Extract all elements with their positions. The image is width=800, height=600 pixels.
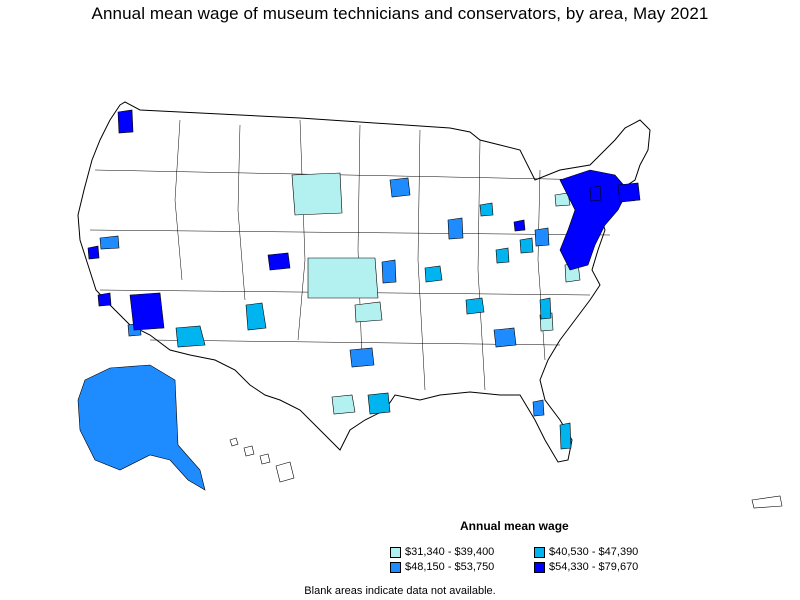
area-indiana	[495, 247, 510, 264]
map-title: Annual mean wage of museum technicians a…	[91, 4, 709, 23]
area-northeast-corridor	[559, 169, 629, 271]
puerto-rico	[751, 495, 783, 509]
area-north-dakota	[291, 172, 343, 216]
area-illinois	[447, 217, 464, 240]
area-kansas	[307, 257, 379, 299]
legend-label-3: $48,150 - $53,750	[405, 561, 495, 573]
area-georgia	[539, 297, 552, 320]
area-boston	[617, 182, 641, 203]
area-houston	[367, 392, 391, 415]
area-atlanta	[493, 327, 517, 348]
legend-swatch-1	[390, 546, 401, 558]
area-michigan	[479, 202, 494, 217]
area-florida	[559, 422, 572, 450]
area-minnesota	[389, 177, 411, 198]
legend-label-2: $40,530 - $47,390	[549, 546, 639, 558]
area-pennsylvania	[554, 192, 571, 207]
area-north-texas	[354, 301, 383, 323]
area-south-arizona	[175, 325, 206, 348]
legend-title: Annual mean wage	[460, 519, 569, 533]
wage-areas	[77, 109, 641, 491]
area-west-virginia	[534, 227, 550, 247]
area-central-arizona	[245, 302, 267, 331]
area-ohio	[519, 237, 534, 254]
area-southern-california	[97, 292, 112, 307]
area-denver	[267, 252, 291, 271]
legend-item-3: $48,150 - $53,750	[390, 561, 494, 573]
legend-swatch-2	[534, 546, 545, 558]
legend-swatch-3	[390, 561, 401, 573]
area-san-francisco	[87, 245, 100, 260]
area-alaska	[77, 364, 206, 491]
legend-item-1: $31,340 - $39,400	[390, 546, 494, 558]
area-west-texas	[331, 394, 356, 415]
area-dallas	[349, 347, 375, 368]
legend-item-4: $54,330 - $79,670	[534, 561, 638, 573]
area-tampa	[532, 399, 545, 417]
legend-label-4: $54,330 - $79,670	[549, 561, 639, 573]
area-tennessee	[465, 297, 485, 315]
area-sacramento	[99, 235, 120, 250]
area-chicago	[513, 219, 526, 232]
area-upstate-ny	[589, 185, 602, 202]
legend-item-2: $40,530 - $47,390	[534, 546, 638, 558]
area-iowa	[381, 259, 397, 284]
area-phoenix-region	[129, 292, 165, 331]
area-seattle	[117, 109, 134, 134]
legend-swatch-4	[534, 561, 545, 573]
legend-label-1: $31,340 - $39,400	[405, 546, 495, 558]
area-missouri	[424, 265, 443, 283]
footnote: Blank areas indicate data not available.	[304, 585, 496, 597]
hawaii-islands	[229, 437, 295, 483]
